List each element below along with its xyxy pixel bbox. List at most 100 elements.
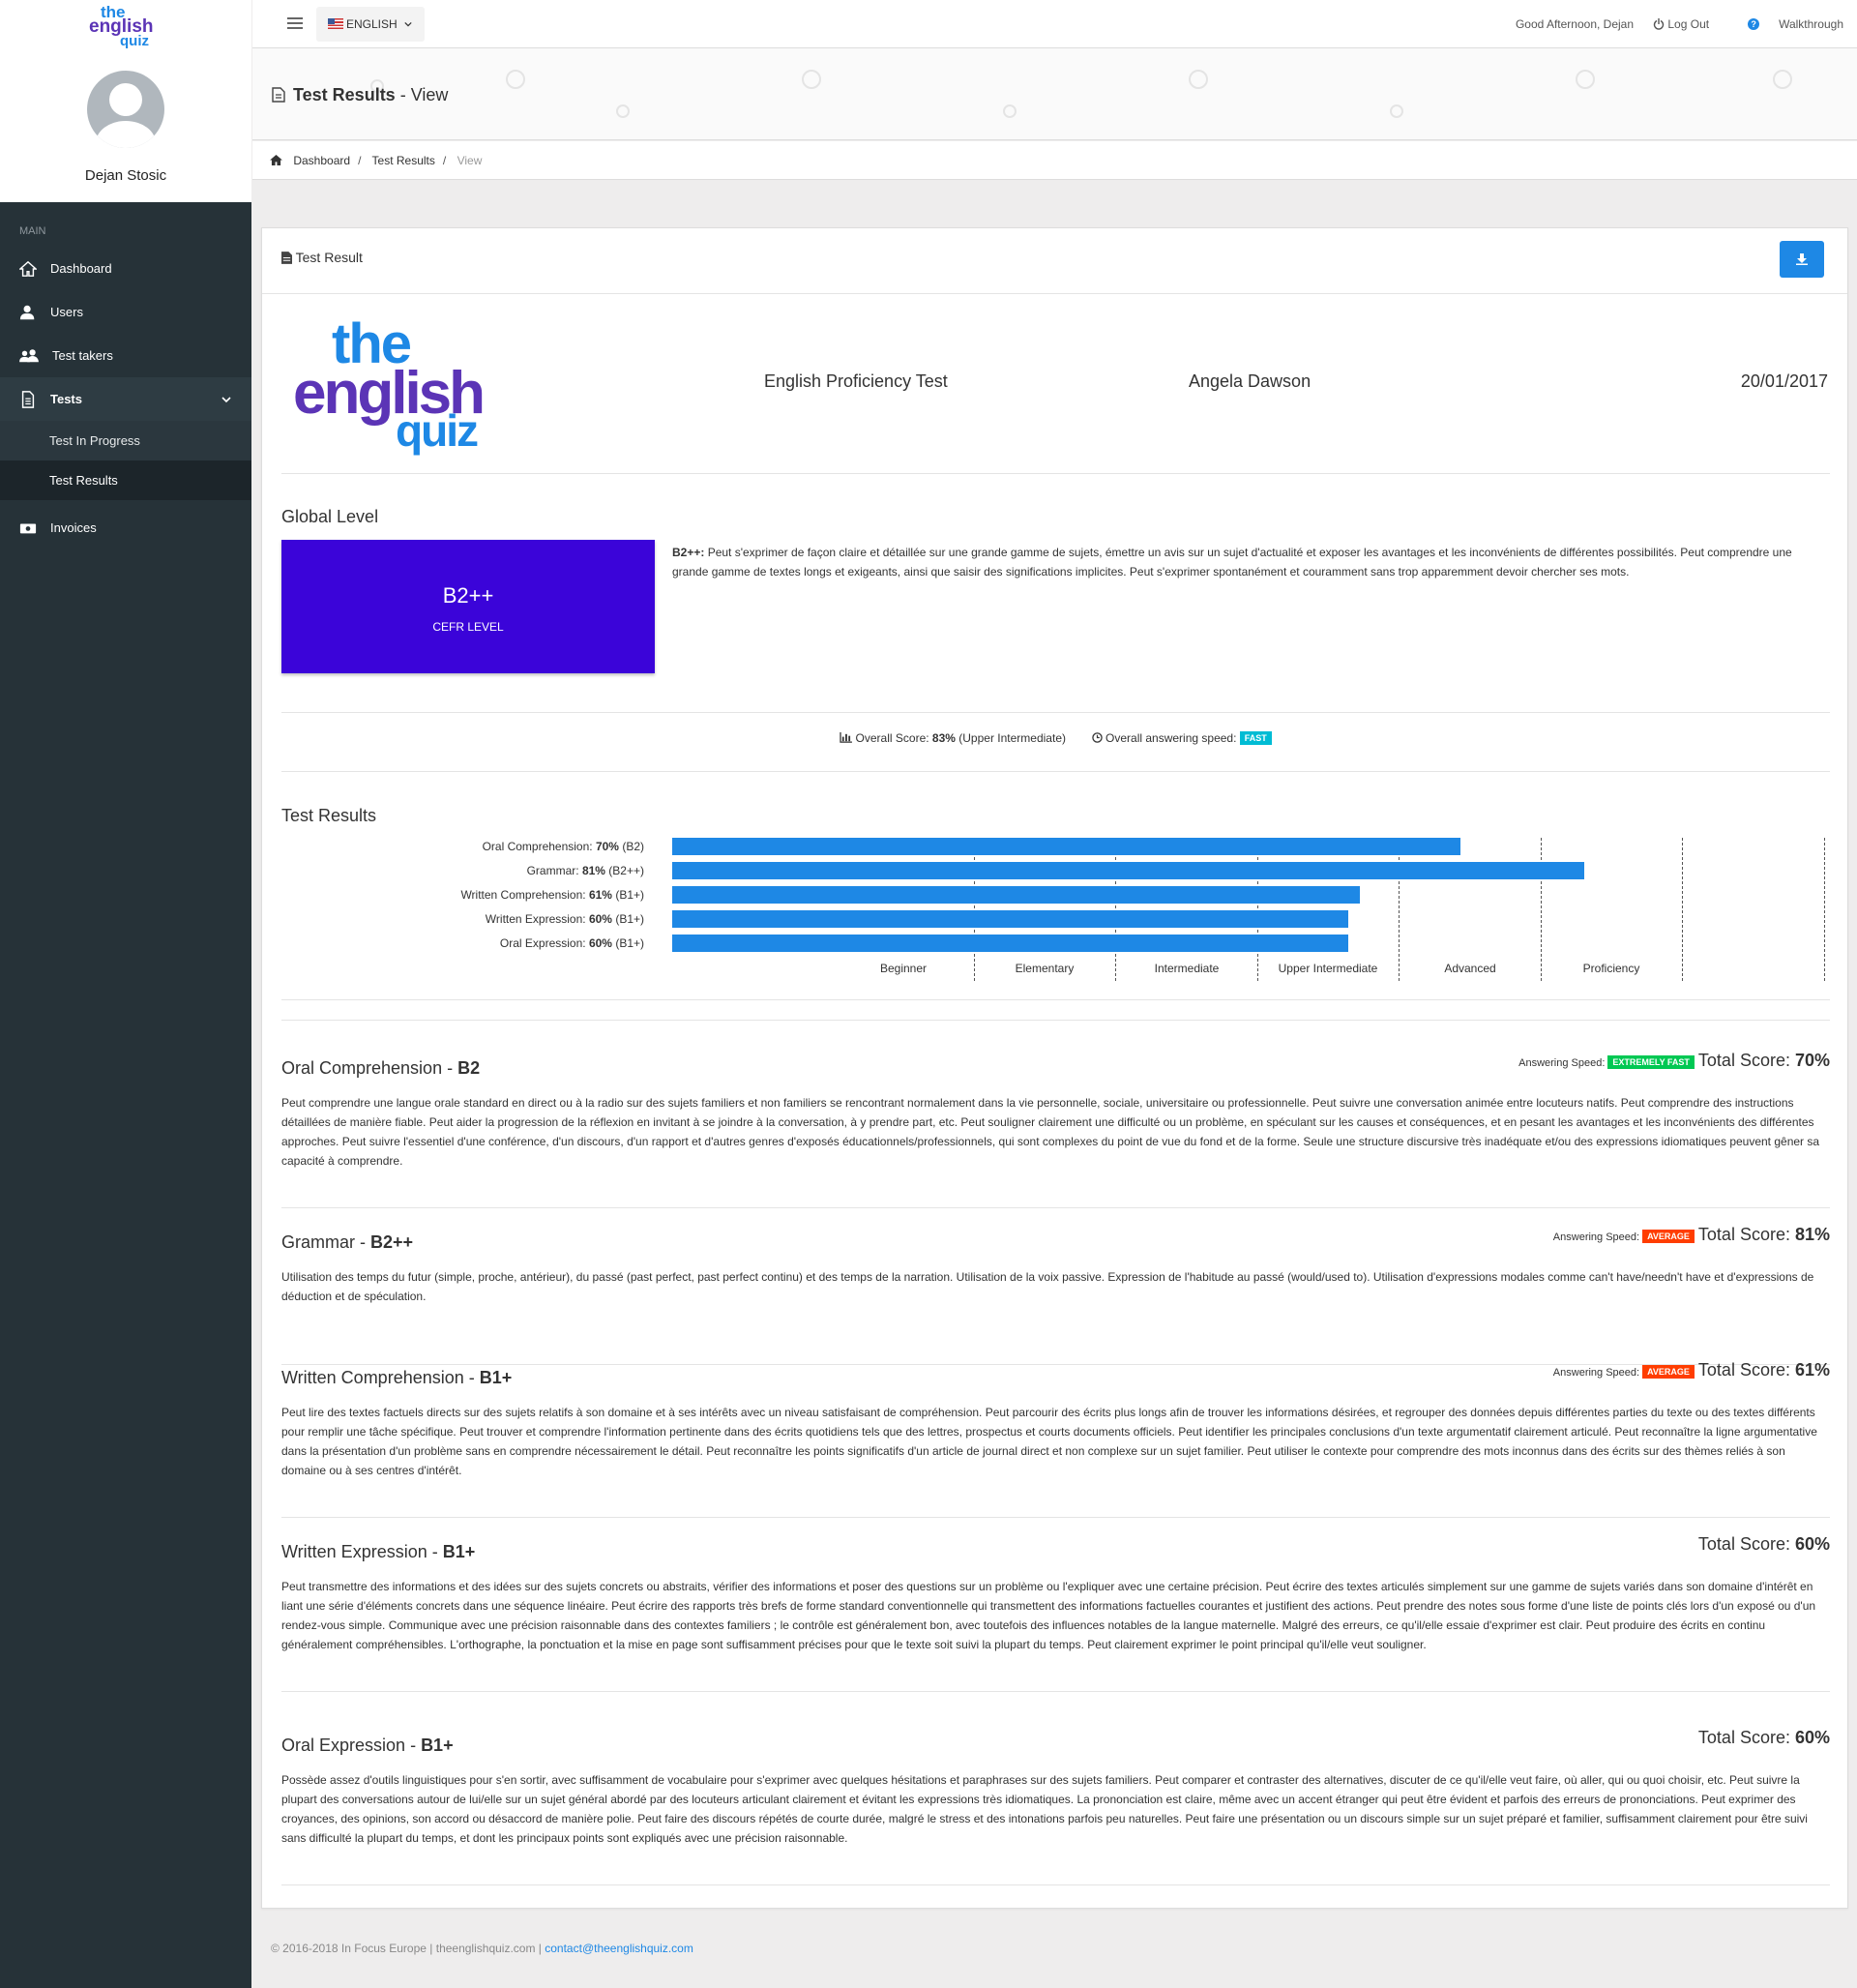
users-icon xyxy=(19,348,39,362)
decor-circle xyxy=(370,79,384,93)
divider xyxy=(281,712,1830,713)
file-icon xyxy=(21,390,35,408)
band-label: Beginner xyxy=(879,962,928,975)
sidebar-item-dashboard[interactable]: Dashboard xyxy=(0,247,251,290)
chart-category-label: Written Expression: 60% (B1+) xyxy=(485,912,644,926)
sidebar-nav: Dashboard Users Test takers Tests Test I… xyxy=(0,247,251,549)
decor-circle xyxy=(1576,70,1595,89)
help-icon[interactable]: ? xyxy=(1748,18,1760,30)
svg-text:english: english xyxy=(293,360,483,427)
clock-icon xyxy=(1091,732,1103,743)
user-icon xyxy=(19,305,35,319)
sidebar-item-label: Dashboard xyxy=(50,261,112,276)
chart-category-label: Grammar: 81% (B2++) xyxy=(526,864,644,877)
decor-circle xyxy=(616,104,630,118)
sidebar-item-test-in-progress[interactable]: Test In Progress xyxy=(49,433,140,448)
language-label: ENGLISH xyxy=(346,17,398,31)
nav-section-label: MAIN xyxy=(19,225,46,237)
breadcrumb-test-results[interactable]: Test Results xyxy=(371,154,435,167)
card-title: Test Result xyxy=(281,250,363,265)
language-dropdown[interactable]: ENGLISH xyxy=(316,7,425,42)
skill-title: Oral Comprehension - B2 xyxy=(281,1058,481,1078)
test-result-card: Test Result the english quiz English Pro… xyxy=(261,227,1848,1909)
us-flag-icon xyxy=(328,18,343,29)
file-icon xyxy=(272,87,285,103)
divider xyxy=(281,1691,1830,1692)
speed-badge: AVERAGE xyxy=(1642,1365,1695,1379)
decor-circle xyxy=(1189,70,1208,89)
sidebar-item-test-results[interactable]: Test Results xyxy=(0,460,251,500)
speed-badge: FAST xyxy=(1239,731,1272,745)
band-divider xyxy=(974,838,975,981)
divider xyxy=(281,999,1830,1000)
chart-category-label: Oral Comprehension: 70% (B2) xyxy=(482,840,644,853)
breadcrumb-current: View xyxy=(457,154,483,167)
page-title: Test Results - View xyxy=(272,85,448,105)
sidebar-item-invoices[interactable]: Invoices xyxy=(0,506,251,549)
speed-badge: EXTREMELY FAST xyxy=(1607,1055,1695,1069)
english-quiz-logo: the english quiz xyxy=(293,312,486,456)
overall-speed-label: Overall answering speed: xyxy=(1105,731,1237,745)
cefr-level-box: B2++ CEFR LEVEL xyxy=(281,540,655,673)
footer-email-link[interactable]: contact@theenglishquiz.com xyxy=(545,1942,693,1955)
test-results-heading: Test Results xyxy=(281,806,377,825)
brand-logo[interactable]: the english quiz xyxy=(87,2,164,48)
divider xyxy=(281,1364,1830,1365)
chart-bar xyxy=(672,886,1360,904)
sidebar-item-label: Users xyxy=(50,305,83,319)
sidebar-item-tests[interactable]: Tests xyxy=(0,377,251,421)
chevron-down-icon xyxy=(404,21,412,27)
skill-title: Oral Expression - B1+ xyxy=(281,1736,454,1755)
menu-icon[interactable] xyxy=(287,16,303,30)
download-icon xyxy=(1796,253,1808,265)
power-icon xyxy=(1653,18,1665,30)
test-name: English Proficiency Test xyxy=(764,371,948,391)
global-level-heading: Global Level xyxy=(281,507,379,526)
answering-speed-label: Answering Speed: xyxy=(1552,1231,1640,1243)
logout-label: Log Out xyxy=(1667,17,1710,31)
sidebar-item-test-takers[interactable]: Test takers xyxy=(0,334,251,377)
svg-text:quiz: quiz xyxy=(396,405,478,456)
chart-category-label: Written Comprehension: 61% (B1+) xyxy=(460,888,644,902)
overall-score-desc: (Upper Intermediate) xyxy=(955,731,1066,745)
skill-title: Written Expression - B1+ xyxy=(281,1542,476,1561)
money-icon xyxy=(19,523,37,533)
band-label: Upper Intermediate xyxy=(1278,962,1378,975)
sidebar-profile: the english quiz Dejan Stosic xyxy=(0,0,251,202)
breadcrumb-dashboard[interactable]: Dashboard xyxy=(293,154,351,167)
sidebar-item-users[interactable]: Users xyxy=(0,290,251,334)
band-divider xyxy=(1399,838,1400,981)
answering-speed-label: Answering Speed: xyxy=(1518,1057,1606,1069)
chevron-down-icon xyxy=(221,394,232,405)
decor-circle xyxy=(506,70,525,89)
sidebar-item-label: Tests xyxy=(50,392,82,406)
band-divider xyxy=(1824,838,1825,981)
overall-score-label: Overall Score: xyxy=(855,731,932,745)
skill-description: Possède assez d'outils linguistiques pou… xyxy=(281,1773,1808,1845)
svg-text:the: the xyxy=(332,312,411,375)
decor-circle xyxy=(1773,70,1792,89)
logout-link[interactable]: Log Out xyxy=(1653,17,1728,31)
walkthrough-link[interactable]: Walkthrough xyxy=(1779,17,1843,31)
download-button[interactable] xyxy=(1780,241,1824,278)
speed-badge: AVERAGE xyxy=(1642,1230,1695,1243)
greeting: Good Afternoon, Dejan xyxy=(1515,17,1635,31)
results-bar-chart: Beginner Elementary Intermediate Upper I… xyxy=(262,838,1849,983)
band-divider xyxy=(1541,838,1542,981)
skill-title: Written Comprehension - B1+ xyxy=(281,1368,513,1387)
band-divider xyxy=(1257,838,1258,981)
avatar[interactable] xyxy=(87,71,164,148)
skill-description: Utilisation des temps du futur (simple, … xyxy=(281,1270,1814,1303)
divider xyxy=(281,1517,1830,1518)
overall-score-value: 83% xyxy=(931,731,956,745)
bar-chart-icon xyxy=(840,732,853,743)
tests-submenu: Test In Progress Test Results xyxy=(0,421,251,500)
decor-circle xyxy=(1003,104,1017,118)
band-label: Advanced xyxy=(1444,962,1496,975)
chart-bar xyxy=(672,838,1461,855)
skill-score: Total Score: 60% xyxy=(1697,1534,1830,1554)
overall-summary: Overall Score: 83% (Upper Intermediate) … xyxy=(262,731,1849,745)
footer: © 2016-2018 In Focus Europe | theenglish… xyxy=(271,1942,693,1955)
home-icon[interactable] xyxy=(270,155,282,165)
top-navbar: ENGLISH Good Afternoon, Dejan Log Out ? … xyxy=(252,0,1857,48)
